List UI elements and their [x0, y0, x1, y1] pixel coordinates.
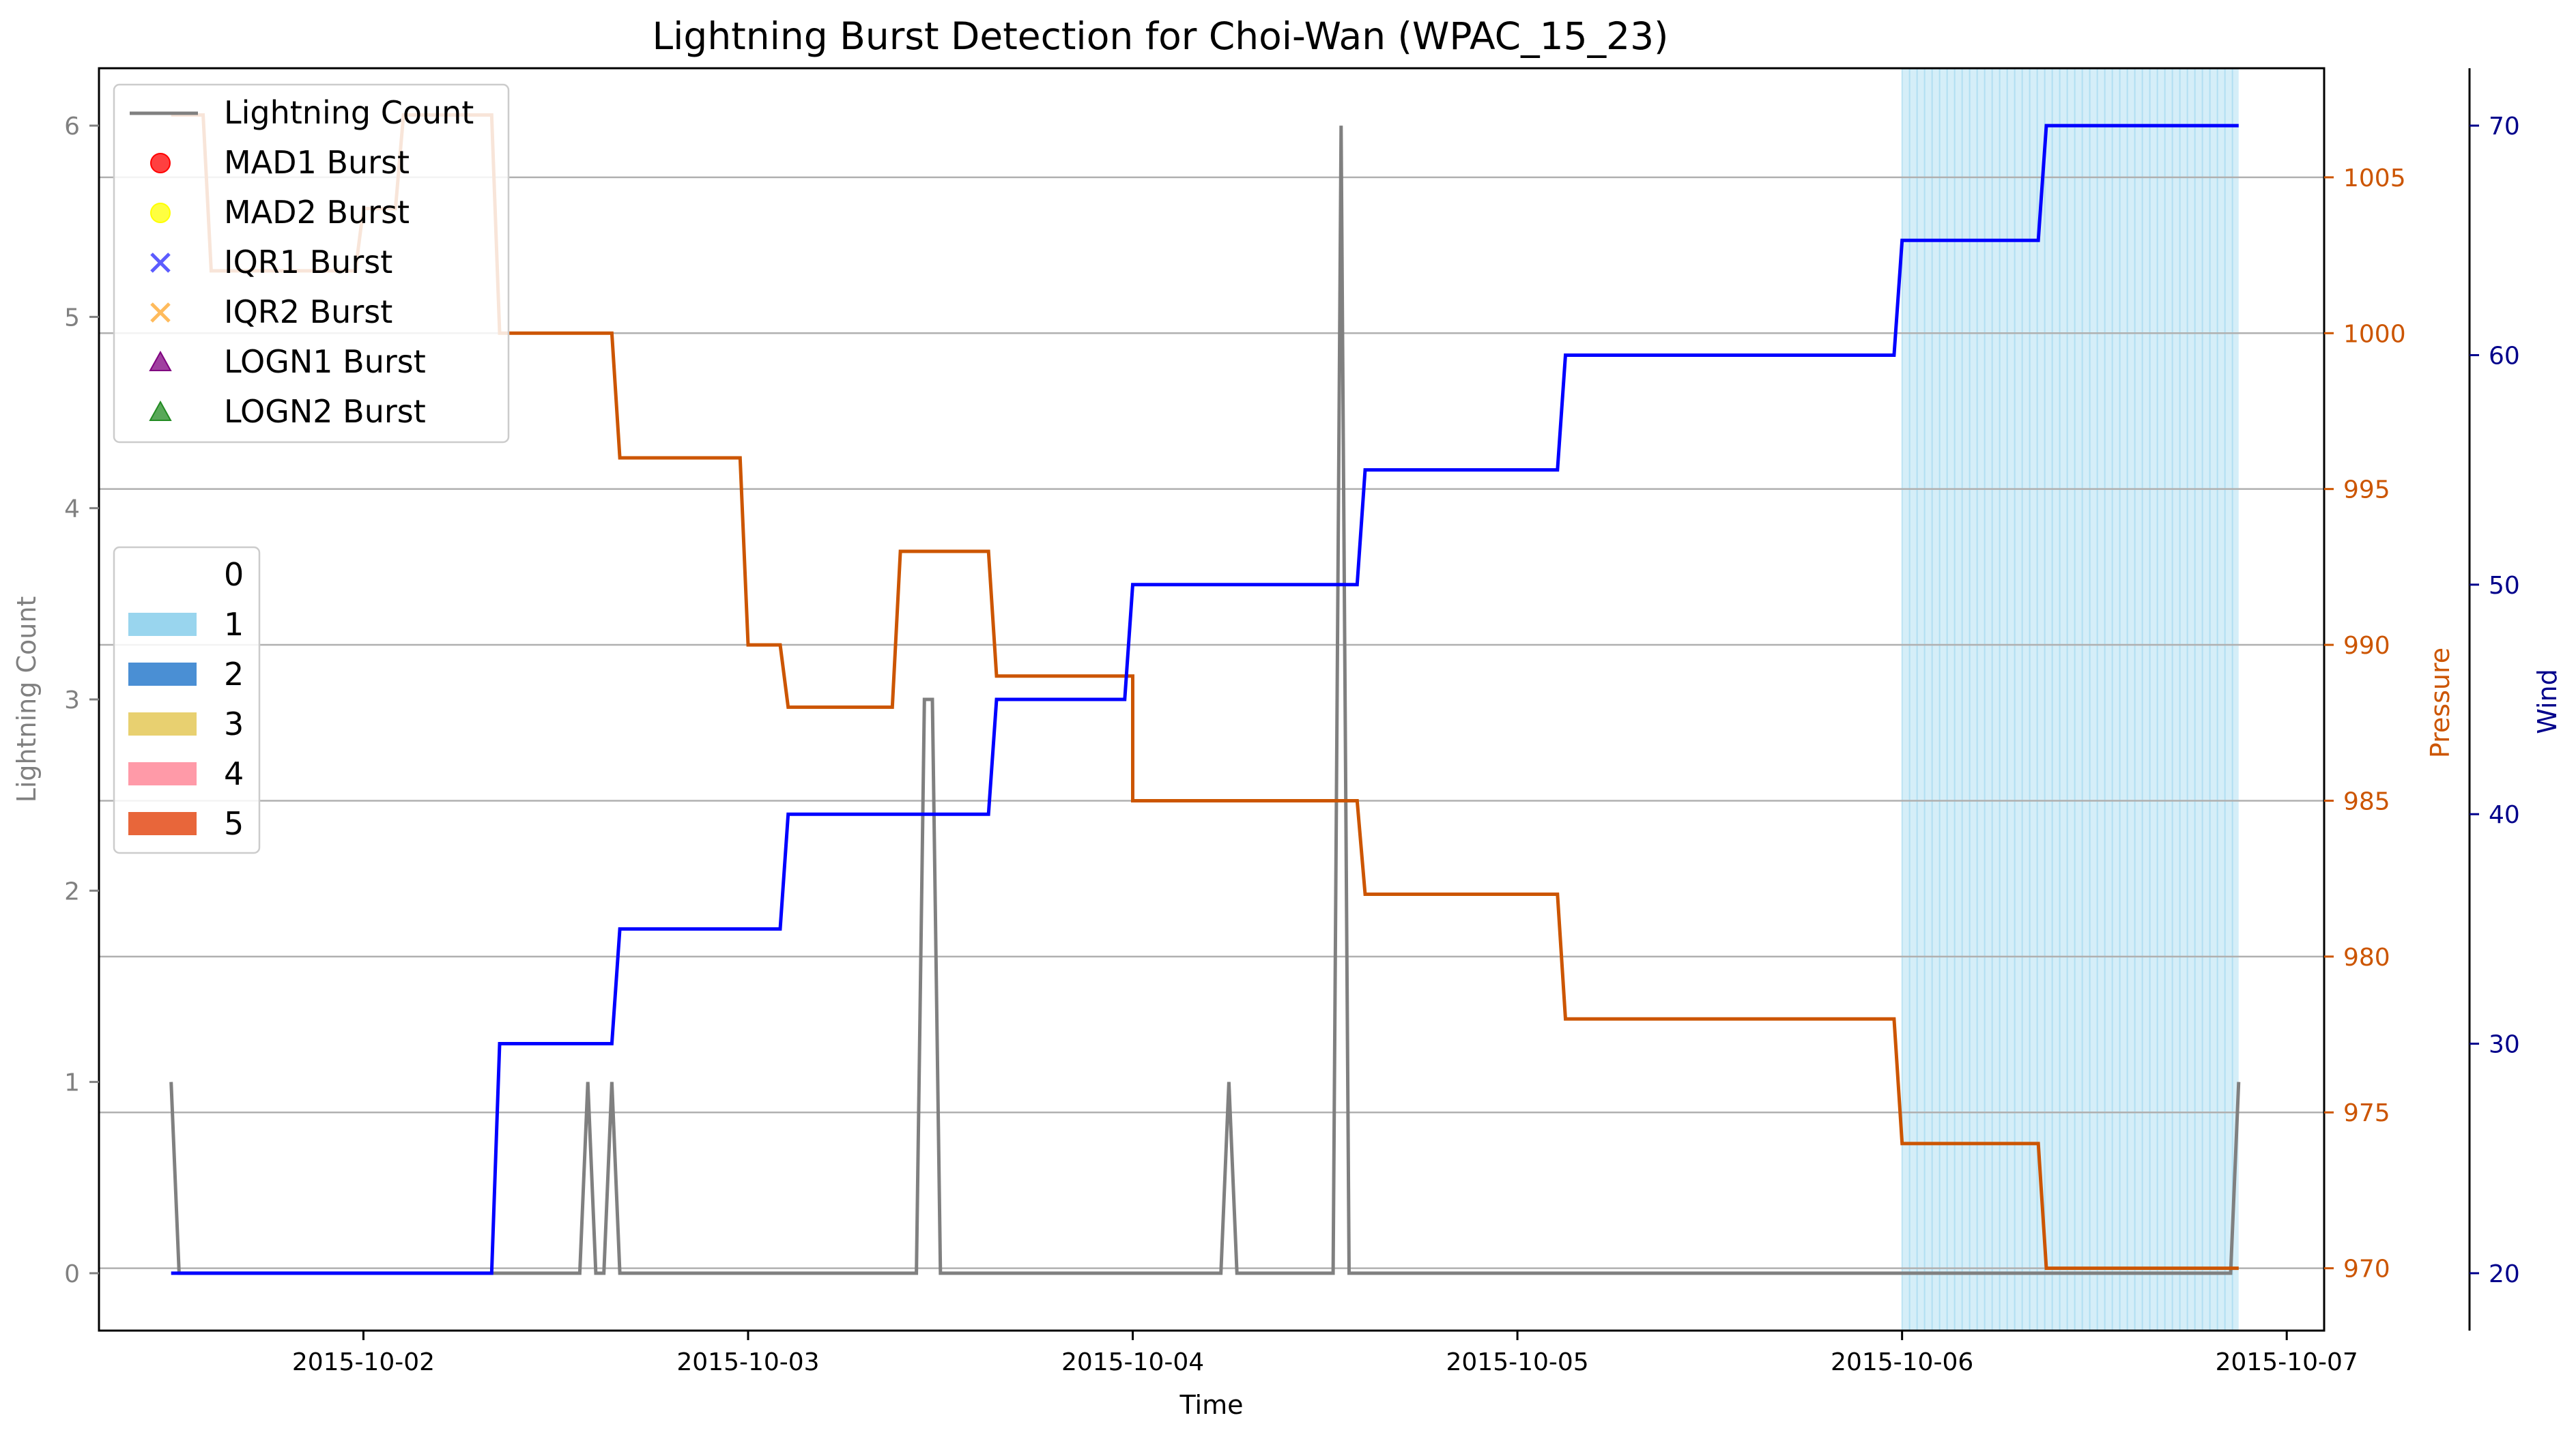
legend-category-swatch: [128, 663, 197, 686]
legend-circle-marker: [150, 153, 171, 173]
pressure-tick-label: 1005: [2343, 164, 2406, 192]
legend-category-swatch: [128, 712, 197, 736]
legend-category-swatch: [128, 812, 197, 835]
legend-category-label: 3: [224, 706, 244, 742]
legend-label: LOGN1 Burst: [224, 343, 426, 380]
legend-category-swatch: [128, 613, 197, 636]
left-tick-label: 6: [64, 113, 80, 141]
pressure-tick-label: 980: [2343, 944, 2390, 972]
wind-tick-label: 20: [2489, 1260, 2520, 1288]
wind-tick-label: 60: [2489, 342, 2520, 370]
chart-title: Lightning Burst Detection for Choi-Wan (…: [652, 14, 1668, 58]
x-tick-label: 2015-10-04: [1061, 1348, 1204, 1376]
x-tick-label: 2015-10-06: [1831, 1348, 1973, 1376]
left-tick-label: 2: [64, 878, 80, 905]
legend-label: Lightning Count: [224, 94, 474, 131]
pressure-tick-label: 975: [2343, 1099, 2390, 1127]
legend-category-label: 0: [224, 556, 244, 593]
left-axis-label: Lightning Count: [12, 596, 42, 803]
shaded-region-layer: [1901, 68, 2239, 1331]
legend-triangle-marker: [149, 400, 172, 421]
x-tick-label: 2015-10-02: [292, 1348, 435, 1376]
legend-circle-marker: [150, 203, 171, 223]
left-tick-label: 1: [64, 1069, 80, 1097]
legend-triangle-marker: [149, 350, 172, 371]
legend-markers: Lightning Count MAD1 Burst MAD2 Burst IQR1 …: [113, 83, 510, 444]
legend-x-marker: [150, 302, 171, 323]
x-tick-label: 2015-10-03: [676, 1348, 819, 1376]
legend-category-label: 5: [224, 805, 244, 842]
legend-label: LOGN2 Burst: [224, 393, 426, 430]
wind-tick-label: 30: [2489, 1031, 2520, 1059]
wind-axis-label: Wind: [2532, 669, 2562, 734]
x-axis-label: Time: [1179, 1390, 1244, 1420]
legend-label: MAD1 Burst: [224, 144, 410, 181]
shaded-region: [1902, 68, 2239, 1331]
left-tick-label: 4: [64, 495, 80, 523]
legend-x-marker: [150, 252, 171, 273]
pressure-tick-label: 970: [2343, 1256, 2390, 1284]
left-tick-label: 0: [64, 1260, 80, 1288]
series-line-lightning-count: [169, 126, 2241, 1275]
pressure-tick-label: 995: [2343, 476, 2390, 504]
legend-markers-box: [113, 83, 510, 444]
legend-category-label: 4: [224, 755, 244, 792]
pressure-tick-label: 1000: [2343, 320, 2406, 348]
legend-label: MAD2 Burst: [224, 194, 410, 231]
wind-tick-label: 40: [2489, 801, 2520, 829]
legend-label: IQR2 Burst: [224, 293, 392, 330]
legend-category-label: 2: [224, 656, 244, 693]
axis-layer: 2015-10-02 2015-10-03 2015-10-04 2015-10-05…: [64, 68, 2520, 1376]
left-tick-label: 3: [64, 686, 80, 714]
legend-category-swatch: [128, 762, 197, 785]
x-tick-label: 2015-10-07: [2216, 1348, 2358, 1376]
pressure-tick-label: 985: [2343, 787, 2390, 815]
pressure-tick-label: 990: [2343, 632, 2390, 660]
x-tick-label: 2015-10-05: [1446, 1348, 1588, 1376]
series-line-wind: [171, 124, 2239, 1275]
pressure-axis-label: Pressure: [2425, 648, 2455, 758]
legend-label: IQR1 Burst: [224, 244, 392, 280]
wind-tick-label: 50: [2489, 572, 2520, 600]
wind-tick-label: 70: [2489, 113, 2520, 141]
left-tick-label: 5: [64, 304, 80, 332]
legend-categories: 0 1 2 3 4 5: [113, 546, 261, 854]
legend-category-label: 1: [224, 606, 244, 643]
